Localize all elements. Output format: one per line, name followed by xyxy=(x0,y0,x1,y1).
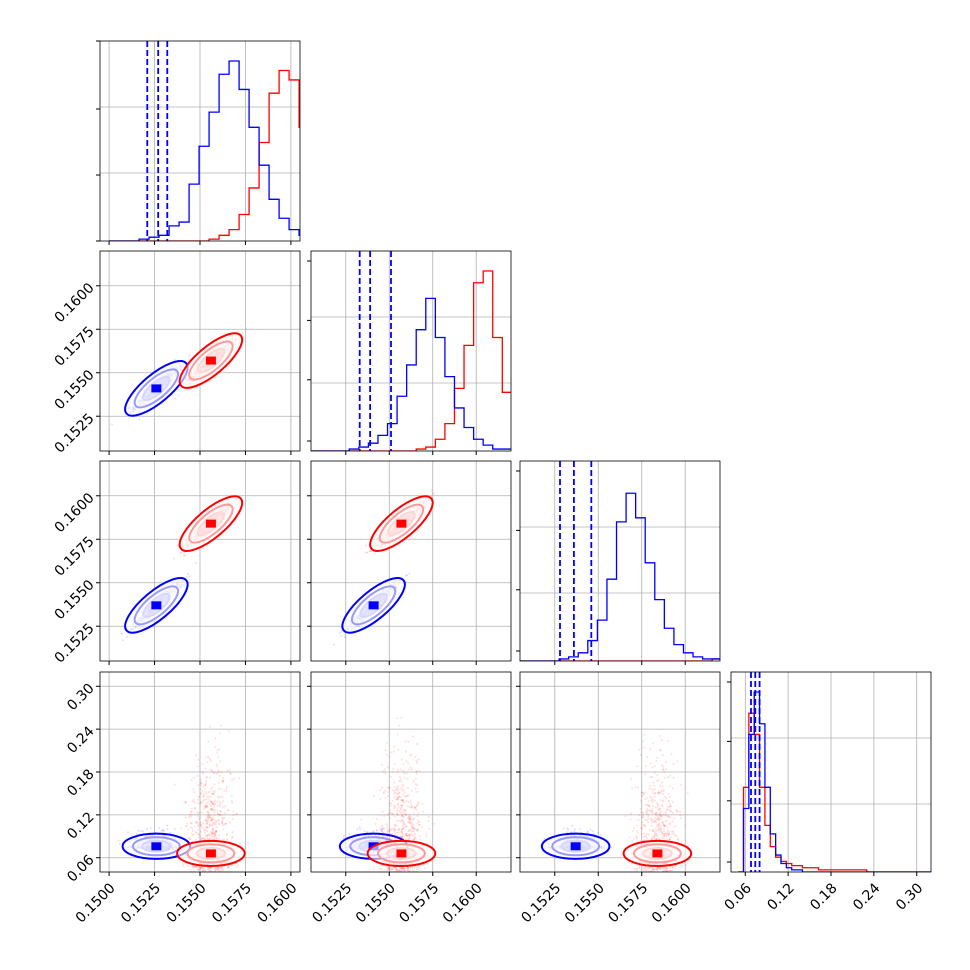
panel-2-1 xyxy=(307,460,512,665)
sample-point xyxy=(408,572,411,575)
sample-point xyxy=(195,562,198,565)
sample-point xyxy=(179,551,182,554)
sample-point xyxy=(245,327,248,330)
y-tick-label: 0.1550 xyxy=(52,577,98,623)
sample-point xyxy=(110,423,113,426)
y-tick-label: 0.1550 xyxy=(52,367,98,413)
sample-point xyxy=(188,354,191,357)
panel-1-1 xyxy=(307,250,512,455)
sample-point xyxy=(183,551,186,554)
sample-point xyxy=(173,358,176,361)
sample-point xyxy=(174,397,177,400)
sample-point xyxy=(365,551,368,554)
density-peak xyxy=(368,601,379,610)
sample-point xyxy=(120,632,123,635)
density-peak xyxy=(205,519,216,528)
sample-point xyxy=(343,633,346,636)
y-tick-label: 0.1600 xyxy=(52,280,98,326)
sample-point xyxy=(340,630,343,633)
sample-point xyxy=(177,394,180,397)
sample-point xyxy=(185,576,188,579)
density-peak xyxy=(151,384,162,393)
density-peak xyxy=(151,601,162,610)
sample-point xyxy=(332,643,335,646)
sample-point xyxy=(186,573,189,576)
density-peak xyxy=(205,356,216,365)
sample-point xyxy=(122,639,125,642)
sample-point xyxy=(340,634,343,637)
sample-point xyxy=(188,575,191,578)
y-tick-label: 0.1575 xyxy=(52,324,98,370)
histogram-step xyxy=(311,297,511,451)
sample-point xyxy=(406,574,409,577)
sample-point xyxy=(368,550,371,553)
sample-point xyxy=(175,387,178,390)
sample-point xyxy=(338,632,341,635)
sample-point xyxy=(176,388,179,391)
y-tick-label: 0.1600 xyxy=(52,490,98,536)
sample-point xyxy=(179,386,182,389)
sample-point xyxy=(373,553,376,556)
sample-point xyxy=(183,554,186,557)
sample-point xyxy=(121,632,124,635)
sample-point xyxy=(405,574,408,577)
histogram-step xyxy=(109,60,300,241)
panel-frame xyxy=(310,250,512,452)
histogram-step xyxy=(109,69,300,241)
histogram-step xyxy=(311,270,511,451)
sample-point xyxy=(138,418,141,421)
sample-point xyxy=(241,333,244,336)
sample-point xyxy=(343,636,346,639)
sample-point xyxy=(173,557,176,560)
sample-point xyxy=(366,551,369,554)
y-tick-label: 0.1575 xyxy=(52,534,98,580)
y-tick-label: 0.1525 xyxy=(52,621,98,667)
sample-point xyxy=(182,554,185,557)
panel-0-0 xyxy=(96,40,301,245)
y-tick-label: 0.1525 xyxy=(52,411,98,457)
sample-point xyxy=(176,544,179,547)
sample-point xyxy=(180,552,183,555)
sample-point xyxy=(125,636,128,639)
